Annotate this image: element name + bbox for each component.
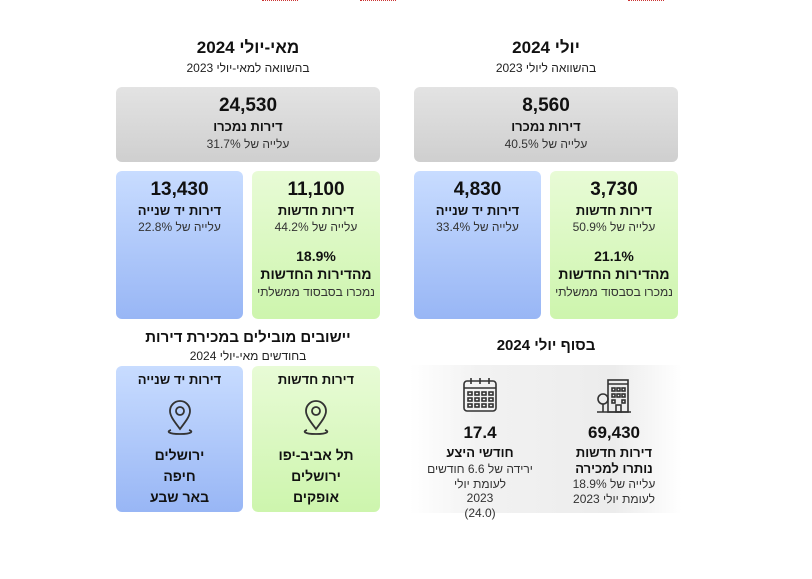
may-july-subtitle: בהשוואה למאי-יולי 2023	[186, 61, 310, 75]
may-july-used-change: עלייה של 22.8%	[138, 220, 221, 234]
may-july-sold-change: עלייה של 31.7%	[206, 137, 290, 151]
leading-section-title: יישובים מובילים במכירת דירות בחודשים מאי…	[116, 329, 380, 363]
july-sold-label: דירות נמכרו	[511, 119, 581, 134]
may-july-new-change: עלייה של 44.2%	[274, 220, 358, 234]
july-new-pct: 21.1%	[594, 248, 634, 264]
july-section-title: יולי 2024 בהשוואה ליולי 2023	[414, 38, 678, 75]
may-july-new-value: 11,100	[287, 179, 345, 200]
july-used-value: 4,830	[453, 179, 502, 200]
inventory-note-2: לעומת יולי 2023	[573, 492, 655, 506]
leading-used-label: דירות יד שנייה	[137, 372, 222, 387]
leading-title: יישובים מובילים במכירת דירות	[145, 329, 351, 346]
inventory-note-1: עלייה של 18.9%	[572, 477, 656, 491]
july-sold-card: 8,560 דירות נמכרו עלייה של 40.5%	[414, 87, 678, 162]
july-used-change: עלייה של 33.4%	[436, 220, 519, 234]
july-title: יולי 2024	[512, 38, 580, 57]
supply-label: חודשי היצע	[446, 445, 514, 460]
july-new-pct-note: נמכרו בסבסוד ממשלתי	[555, 285, 673, 299]
top-decoration-middle	[360, 0, 396, 2]
may-july-section-title: מאי-יולי 2024 בהשוואה למאי-יולי 2023	[116, 38, 380, 75]
july-new-card: 3,730 דירות חדשות עלייה של 50.9% 21.1% מ…	[550, 171, 678, 319]
may-july-sold-value: 24,530	[218, 95, 278, 116]
july-new-label: דירות חדשות	[575, 203, 653, 218]
location-pin-icon	[165, 399, 195, 437]
leading-new-city-1: תל אביב-יפו	[278, 447, 354, 463]
may-july-new-pct: 18.9%	[296, 248, 336, 264]
july-sold-value: 8,560	[522, 95, 570, 116]
may-july-new-card: 11,100 דירות חדשות עלייה של 44.2% 18.9% …	[252, 171, 380, 319]
leading-new-card: דירות חדשות תל אביב-יפו ירושלים אופקים	[252, 366, 380, 512]
july-subtitle: בהשוואה ליולי 2023	[495, 61, 597, 75]
leading-used-city-1: ירושלים	[154, 447, 205, 463]
end-july-panel	[410, 365, 682, 513]
leading-used-city-2: חיפה	[163, 468, 196, 484]
july-new-value: 3,730	[590, 179, 638, 200]
supply-block: 17.4 חודשי היצע ירידה של 6.6 חודשים לעומ…	[418, 375, 542, 520]
may-july-used-card: 13,430 דירות יד שנייה עלייה של 22.8%	[116, 171, 243, 319]
supply-value: 17.4	[463, 423, 497, 442]
may-july-used-label: דירות יד שנייה	[137, 203, 222, 218]
leading-new-city-2: ירושלים	[291, 468, 341, 484]
may-july-sold-card: 24,530 דירות נמכרו עלייה של 31.7%	[116, 87, 380, 162]
july-used-card: 4,830 דירות יד שנייה עלייה של 33.4%	[414, 171, 541, 319]
top-decoration-right	[628, 0, 664, 2]
may-july-used-value: 13,430	[150, 179, 209, 200]
may-july-title: מאי-יולי 2024	[196, 38, 300, 57]
building-icon	[594, 375, 634, 415]
leading-new-city-3: אופקים	[292, 489, 340, 505]
inventory-label-1: דירות חדשות	[575, 445, 653, 460]
calendar-icon	[460, 375, 500, 415]
july-used-label: דירות יד שנייה	[435, 203, 520, 218]
may-july-new-pct-label: מהדירות החדשות	[260, 266, 372, 282]
leading-new-label: דירות חדשות	[277, 372, 355, 387]
may-july-sold-label: דירות נמכרו	[213, 119, 283, 134]
leading-subtitle: בחודשים מאי-יולי 2024	[189, 349, 307, 363]
may-july-new-pct-note: נמכרו בסבסוד ממשלתי	[257, 285, 375, 299]
inventory-block: 69,430 דירות חדשות נותרו למכירה עלייה של…	[552, 375, 676, 506]
leading-used-card: דירות יד שנייה ירושלים חיפה באר שבע	[116, 366, 243, 512]
top-decoration-left	[262, 0, 298, 2]
leading-used-city-3: באר שבע	[149, 489, 210, 505]
july-new-change: עלייה של 50.9%	[572, 220, 656, 234]
supply-note-3: 2023	[466, 491, 494, 505]
supply-note-2: לעומת יולי	[454, 477, 506, 491]
july-new-pct-label: מהדירות החדשות	[558, 266, 670, 282]
location-pin-icon	[301, 399, 331, 437]
may-july-new-label: דירות חדשות	[277, 203, 355, 218]
end-july-title: בסוף יולי 2024	[496, 337, 596, 354]
inventory-value: 69,430	[588, 423, 640, 442]
supply-note-1: ירידה של 6.6 חודשים	[427, 462, 533, 476]
inventory-label-2: נותרו למכירה	[575, 461, 653, 476]
supply-note-4: (24.0)	[464, 506, 496, 520]
july-sold-change: עלייה של 40.5%	[504, 137, 588, 151]
